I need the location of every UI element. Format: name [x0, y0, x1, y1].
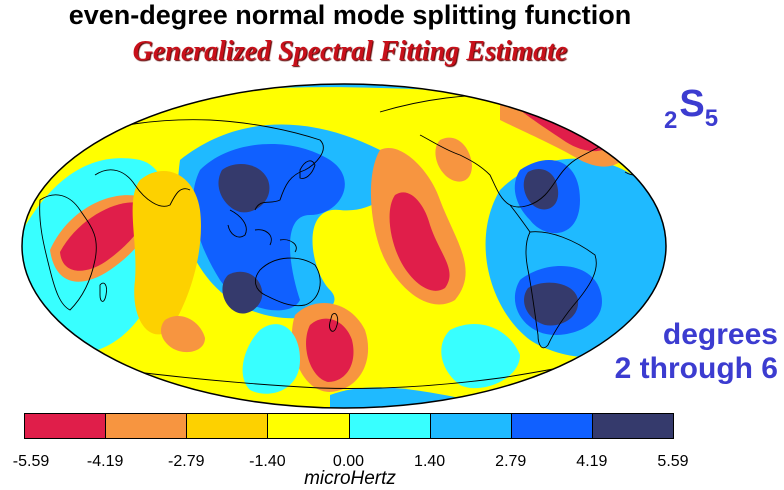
colorbar-segment — [105, 413, 188, 439]
coastline-japan — [299, 160, 316, 179]
colorbar-tick-label: 5.59 — [657, 453, 689, 470]
mode-overtone-number: 2 — [664, 107, 678, 134]
colorbar-tick-label: 0.00 — [332, 453, 365, 470]
coastline-southeast-asia — [227, 209, 297, 253]
colorbar-tick-label: -4.19 — [86, 453, 124, 470]
map-zone — [441, 324, 520, 389]
map-zone — [222, 271, 263, 314]
mode-angular-order: 5 — [704, 105, 719, 132]
coastline-africa — [39, 194, 97, 311]
coastline-australia — [254, 257, 321, 307]
colorbar-segment — [267, 413, 350, 439]
map-zone — [160, 316, 205, 353]
degrees-line-2: 2 through 6 — [614, 352, 778, 385]
degrees-label: degrees 2 through 6 — [600, 318, 784, 386]
colorbar-segment — [24, 413, 107, 439]
colorbar-tick-label: 4.19 — [576, 453, 608, 470]
colorbar-unit-label: microHertz — [304, 468, 396, 489]
colorbar-tick-label: -5.59 — [12, 453, 50, 470]
map-zone — [306, 318, 354, 382]
coastline-south-america — [525, 231, 597, 349]
mode-type-letter: S — [679, 83, 705, 125]
map-zone — [242, 324, 300, 394]
colorbar-segment — [510, 413, 593, 439]
map-zone — [523, 169, 559, 210]
colorbar-segment — [348, 413, 431, 439]
colorbar-segment — [186, 413, 269, 439]
degrees-line-1: degrees — [662, 318, 778, 351]
colorbar-segment — [591, 413, 674, 439]
page-title: even-degree normal mode splitting functi… — [68, 0, 632, 30]
coastline-greenland — [559, 93, 593, 118]
map-zone — [132, 171, 201, 335]
colorbar-tick-label: 1.40 — [414, 453, 446, 470]
coastline-madagascar — [99, 282, 107, 302]
map-outline — [21, 83, 667, 409]
coastline-new-zealand — [329, 313, 339, 332]
coastline-central-america — [509, 204, 531, 233]
colorbar-tick-label: -2.79 — [168, 453, 205, 470]
map-zone — [389, 192, 450, 291]
coastlines — [39, 93, 651, 389]
map-zone — [524, 282, 579, 326]
map-zone — [218, 164, 270, 213]
page-subtitle: Generalized Spectral Fitting Estimate — [132, 36, 568, 67]
colorbar-segment — [429, 413, 512, 439]
coastline-asia — [69, 119, 324, 211]
coastline-arabia-india — [94, 169, 191, 207]
map-zone — [60, 202, 148, 271]
colorbar-tick-label: 2.79 — [495, 453, 527, 470]
mode-label: 2S5 — [664, 83, 719, 134]
colorbar-tick-label: -1.40 — [249, 453, 286, 470]
coastline-antarctica — [119, 359, 601, 389]
